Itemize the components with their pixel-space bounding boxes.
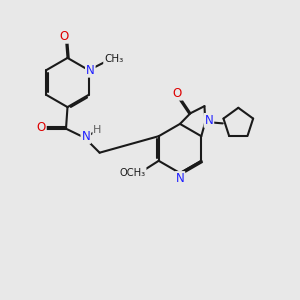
Text: OCH₃: OCH₃ (119, 168, 146, 178)
Text: N: N (86, 64, 95, 77)
Text: O: O (59, 30, 68, 43)
Text: O: O (37, 121, 46, 134)
Text: H: H (93, 125, 102, 135)
Text: CH₃: CH₃ (104, 54, 123, 64)
Text: O: O (173, 87, 182, 100)
Text: N: N (176, 172, 184, 185)
Text: N: N (205, 114, 213, 127)
Text: N: N (81, 130, 90, 143)
